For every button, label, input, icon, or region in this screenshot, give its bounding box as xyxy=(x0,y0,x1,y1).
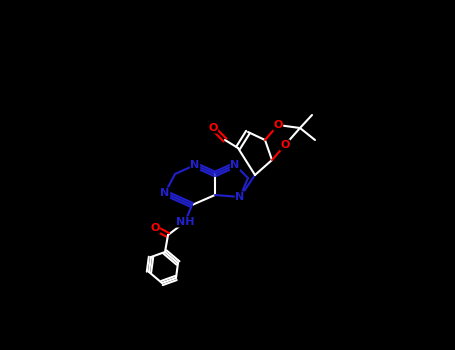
Text: N: N xyxy=(190,160,200,170)
Text: O: O xyxy=(150,223,160,233)
Text: N: N xyxy=(230,160,240,170)
Text: N: N xyxy=(160,188,170,198)
Text: O: O xyxy=(280,140,290,150)
Text: O: O xyxy=(208,123,217,133)
Text: N: N xyxy=(235,192,245,202)
Text: O: O xyxy=(273,120,283,130)
Text: NH: NH xyxy=(176,217,194,227)
